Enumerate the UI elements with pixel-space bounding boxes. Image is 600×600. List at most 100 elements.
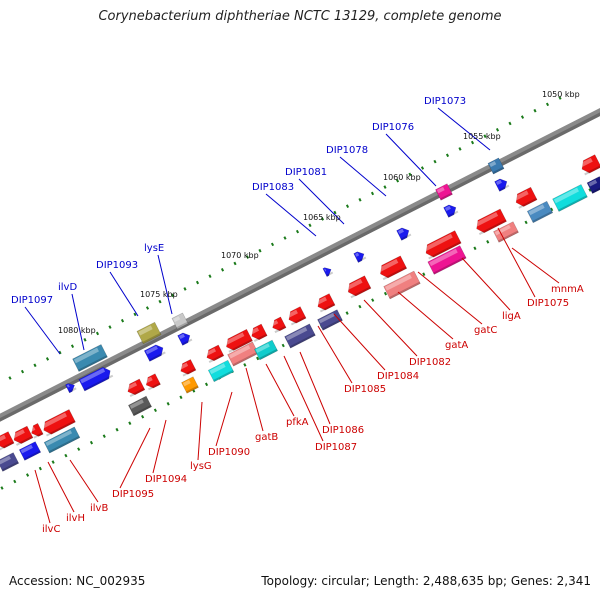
callout-line: [69, 459, 99, 503]
gene-label-reverse[interactable]: gatA: [445, 340, 468, 351]
gene-label-reverse[interactable]: DIP1084: [377, 371, 419, 382]
callout-line: [109, 271, 139, 317]
callout-line: [283, 355, 324, 442]
gene-block-dip1097[interactable]: [65, 381, 77, 394]
gene-label-reverse[interactable]: DIP1085: [344, 384, 386, 395]
gc-dot-outer: [558, 96, 562, 100]
gc-dot-inner: [358, 304, 362, 309]
gene-block-ilvh[interactable]: [43, 426, 81, 454]
gc-dot-inner: [524, 220, 528, 225]
gene-block-dip1086[interactable]: [317, 309, 343, 331]
gene-block-dip1084[interactable]: [345, 275, 372, 299]
gene-block-rev[interactable]: [552, 184, 588, 212]
callout-line: [511, 247, 560, 284]
gene-block-rev[interactable]: [223, 328, 253, 353]
gene-block-dip1087[interactable]: [284, 323, 316, 349]
gene-label-reverse[interactable]: DIP1087: [315, 442, 357, 453]
gene-label-reverse[interactable]: gatC: [474, 325, 497, 336]
gene-block-dip1082[interactable]: [383, 270, 421, 300]
gene-block-lyse[interactable]: [171, 312, 189, 330]
gene-block-dip1093[interactable]: [136, 321, 162, 345]
gc-dot-outer: [20, 369, 25, 374]
gene-block-rev[interactable]: [473, 208, 507, 236]
gene-block-fwd[interactable]: [143, 343, 166, 362]
gene-block-liga[interactable]: [493, 221, 519, 243]
gc-dot-outer: [358, 198, 362, 202]
gene-block-lysg[interactable]: [178, 359, 197, 377]
gene-block-rev[interactable]: [125, 378, 146, 397]
gene-block-rev[interactable]: [181, 376, 199, 394]
gene-block-dip1085[interactable]: [315, 293, 336, 313]
scale-tick-label: 1065 kbp: [303, 213, 341, 222]
gene-label-reverse[interactable]: ligA: [502, 311, 521, 322]
gene-block-rev[interactable]: [0, 452, 20, 472]
gene-block-rev[interactable]: [11, 425, 34, 446]
gc-dot-outer: [345, 204, 350, 208]
gene-block-rev[interactable]: [254, 339, 278, 361]
gene-block-rev[interactable]: [586, 176, 600, 194]
gene-label-reverse[interactable]: DIP1090: [208, 447, 250, 458]
callout-line: [461, 257, 511, 311]
gc-dot-inner: [166, 401, 170, 406]
gene-block-rev[interactable]: [0, 431, 15, 451]
gene-block-dip1083[interactable]: [322, 265, 334, 277]
gene-label-reverse[interactable]: lysG: [190, 461, 212, 472]
gene-label-forward[interactable]: lysE: [144, 243, 164, 254]
gc-dot-outer: [220, 268, 225, 272]
genome-backbone: [0, 107, 600, 422]
gene-label-forward[interactable]: DIP1083: [252, 182, 294, 193]
gene-block-dip1090[interactable]: [204, 344, 225, 363]
gene-label-reverse[interactable]: ilvH: [66, 513, 85, 524]
accession-label: Accession: NC_002935: [9, 574, 146, 588]
gene-block-fwd[interactable]: [443, 203, 459, 218]
gene-label-reverse[interactable]: pfkA: [286, 417, 309, 428]
gc-dot-outer: [470, 140, 475, 145]
gene-label-reverse[interactable]: gatB: [255, 432, 278, 443]
gene-label-reverse[interactable]: ilvB: [90, 503, 108, 514]
gene-block-rev[interactable]: [286, 306, 307, 326]
gene-block-fwd[interactable]: [177, 331, 193, 346]
gene-label-reverse[interactable]: ilvC: [42, 524, 60, 535]
gene-label-forward[interactable]: DIP1097: [11, 295, 53, 306]
gene-block-dip1073[interactable]: [487, 157, 505, 175]
gene-label-forward[interactable]: DIP1081: [285, 167, 327, 178]
gene-block-gata[interactable]: [423, 230, 462, 260]
gene-block-gatc[interactable]: [427, 245, 467, 275]
gene-block-dip1095[interactable]: [128, 395, 152, 417]
gene-label-reverse[interactable]: mnmA: [551, 284, 584, 295]
gc-dot-outer: [295, 229, 300, 234]
gene-block-ilvc[interactable]: [29, 423, 44, 439]
gene-block-dip1094[interactable]: [143, 373, 161, 391]
callout-line: [197, 401, 203, 461]
gene-block-rev[interactable]: [18, 441, 42, 461]
gene-label-reverse[interactable]: DIP1075: [527, 298, 569, 309]
gene-label-reverse[interactable]: DIP1082: [409, 357, 451, 368]
gene-label-reverse[interactable]: DIP1094: [145, 474, 187, 485]
gene-label-forward[interactable]: DIP1093: [96, 260, 138, 271]
gene-block-pfka[interactable]: [270, 316, 287, 334]
gc-dot-inner: [77, 447, 81, 451]
gene-block-rev[interactable]: [207, 359, 235, 383]
gene-block-dip1078[interactable]: [396, 226, 412, 241]
gene-block-dip1075[interactable]: [513, 186, 538, 209]
gene-block-rev[interactable]: [249, 323, 268, 342]
gene-label-reverse[interactable]: DIP1095: [112, 489, 154, 500]
gene-block-fwd[interactable]: [78, 365, 114, 392]
gene-block-fwd[interactable]: [494, 177, 510, 192]
gene-label-forward[interactable]: DIP1076: [372, 122, 414, 133]
gene-label-reverse[interactable]: DIP1086: [322, 425, 364, 436]
gc-dot-inner: [102, 434, 106, 438]
gene-block-ilvd[interactable]: [72, 344, 108, 372]
gene-label-forward[interactable]: ilvD: [58, 282, 77, 293]
gc-dot-outer: [458, 147, 462, 151]
gc-dot-inner: [371, 298, 375, 302]
gene-label-forward[interactable]: DIP1073: [424, 96, 466, 107]
gene-block-dip1081[interactable]: [353, 250, 367, 263]
gene-label-forward[interactable]: DIP1078: [326, 145, 368, 156]
gene-block-mnmA[interactable]: [579, 154, 600, 176]
gene-block-dip1076[interactable]: [435, 183, 453, 201]
gene-block-ilvb[interactable]: [41, 409, 76, 437]
gene-block-rev[interactable]: [526, 200, 554, 224]
gene-block-rev[interactable]: [377, 255, 408, 281]
